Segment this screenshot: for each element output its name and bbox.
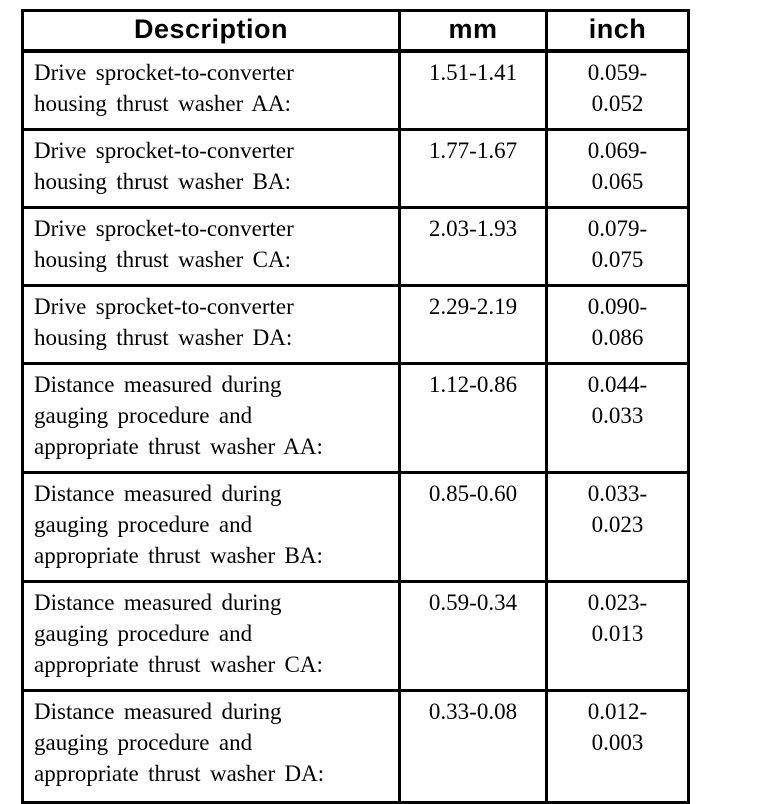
mm-cell: 1.12-0.86 xyxy=(398,362,548,474)
header-description: Description xyxy=(21,9,401,53)
table-row: Drive sprocket-to-converter housing thru… xyxy=(21,49,690,131)
description-cell: Distance measured during gauging procedu… xyxy=(21,580,401,692)
header-inch: inch xyxy=(545,9,690,53)
spec-table: Description mm inch Drive sprocket-to-co… xyxy=(21,9,690,804)
mm-cell: 2.29-2.19 xyxy=(398,284,548,365)
inch-cell: 0.090- 0.086 xyxy=(545,284,690,365)
header-row: Description mm inch xyxy=(21,9,690,53)
description-cell: Distance measured during gauging procedu… xyxy=(21,471,401,583)
inch-cell: 0.033- 0.023 xyxy=(545,471,690,583)
table-row: Distance measured during gauging procedu… xyxy=(21,471,690,583)
description-cell: Drive sprocket-to-converter housing thru… xyxy=(21,284,401,365)
mm-cell: 0.33-0.08 xyxy=(398,689,548,804)
table-body: Drive sprocket-to-converter housing thru… xyxy=(21,49,690,804)
mm-cell: 2.03-1.93 xyxy=(398,206,548,287)
inch-cell: 0.044- 0.033 xyxy=(545,362,690,474)
table-row: Drive sprocket-to-converter housing thru… xyxy=(21,284,690,365)
table-header: Description mm inch xyxy=(21,9,690,53)
description-cell: Distance measured during gauging procedu… xyxy=(21,689,401,804)
inch-cell: 0.023- 0.013 xyxy=(545,580,690,692)
header-mm: mm xyxy=(398,9,548,53)
description-cell: Drive sprocket-to-converter housing thru… xyxy=(21,128,401,209)
inch-cell: 0.069- 0.065 xyxy=(545,128,690,209)
description-cell: Drive sprocket-to-converter housing thru… xyxy=(21,49,401,131)
inch-cell: 0.079- 0.075 xyxy=(545,206,690,287)
table-row: Distance measured during gauging procedu… xyxy=(21,689,690,804)
inch-cell: 0.012- 0.003 xyxy=(545,689,690,804)
mm-cell: 1.51-1.41 xyxy=(398,49,548,131)
mm-cell: 0.85-0.60 xyxy=(398,471,548,583)
mm-cell: 1.77-1.67 xyxy=(398,128,548,209)
table-row: Distance measured during gauging procedu… xyxy=(21,362,690,474)
mm-cell: 0.59-0.34 xyxy=(398,580,548,692)
table-row: Distance measured during gauging procedu… xyxy=(21,580,690,692)
table-row: Drive sprocket-to-converter housing thru… xyxy=(21,128,690,209)
table-row: Drive sprocket-to-converter housing thru… xyxy=(21,206,690,287)
description-cell: Drive sprocket-to-converter housing thru… xyxy=(21,206,401,287)
inch-cell: 0.059- 0.052 xyxy=(545,49,690,131)
description-cell: Distance measured during gauging procedu… xyxy=(21,362,401,474)
